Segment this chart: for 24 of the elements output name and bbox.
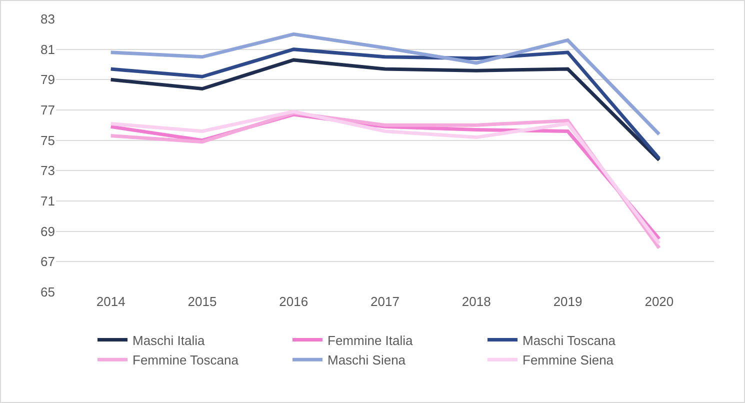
y-tick-label: 77 — [40, 102, 55, 118]
legend-label: Femmine Italia — [328, 332, 414, 348]
line-series — [109, 32, 661, 136]
y-tick-label: 65 — [40, 284, 55, 300]
x-tick-label: 2016 — [279, 294, 308, 309]
legend-label: Maschi Siena — [328, 352, 406, 368]
y-tick-label: 81 — [40, 42, 55, 57]
x-tick-label: 2014 — [96, 294, 126, 309]
x-tick-label: 2020 — [644, 294, 674, 309]
x-tick-label: 2019 — [553, 294, 582, 309]
y-tick-label: 69 — [40, 224, 55, 239]
x-tick-label: 2017 — [370, 294, 400, 309]
legend-label: Femmine Toscana — [132, 352, 240, 368]
x-tick-label: 2015 — [188, 294, 217, 309]
y-tick-label: 75 — [40, 132, 55, 148]
legend-label: Maschi Toscana — [522, 332, 616, 348]
legend-label: Maschi Italia — [132, 332, 206, 348]
legend-label: Femmine Siena — [522, 352, 614, 368]
y-tick-label: 67 — [40, 254, 55, 270]
y-tick-label: 73 — [40, 163, 55, 178]
y-tick-label: 79 — [40, 72, 55, 88]
x-tick-label: 2018 — [462, 294, 491, 309]
y-tick-label: 83 — [40, 12, 55, 27]
y-tick-label: 71 — [40, 194, 55, 209]
